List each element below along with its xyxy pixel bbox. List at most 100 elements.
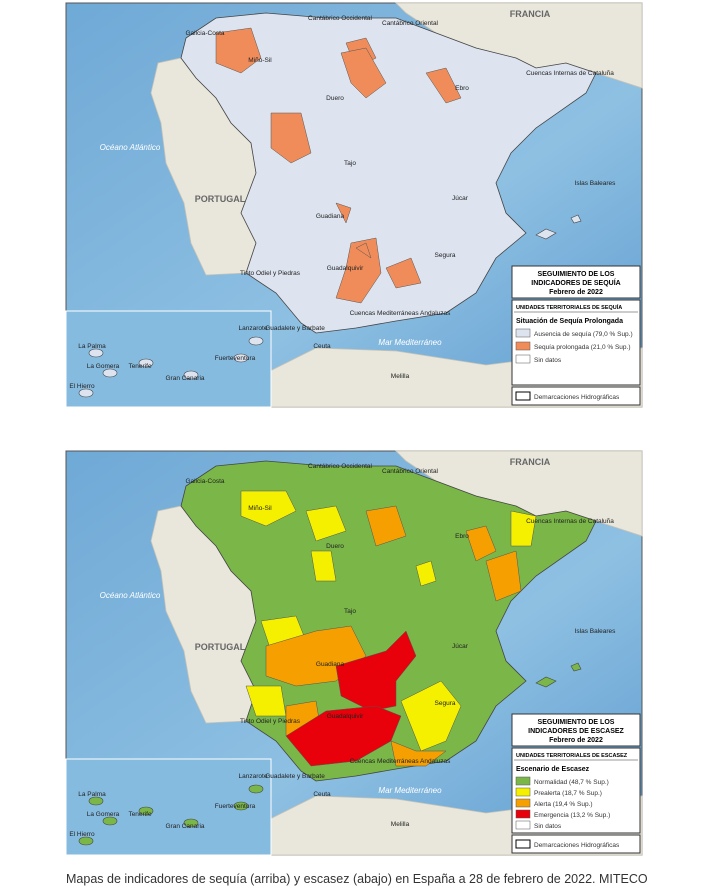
region: [215, 27, 262, 74]
place-label: Melilla: [391, 821, 410, 828]
region: [385, 257, 422, 289]
place-label: Miño-Sil: [248, 57, 272, 64]
legend-label: Ausencia de sequía (79,0 % Sup.): [534, 331, 633, 338]
legend-swatch: [515, 776, 531, 786]
place-label: Tajo: [344, 608, 356, 615]
island: [535, 676, 557, 688]
place-label: Segura: [435, 252, 456, 259]
island: [233, 353, 249, 363]
legend-heading: Situación de Sequía Prolongada: [516, 318, 623, 325]
place-label: El Hierro: [69, 831, 95, 838]
region: [400, 680, 462, 752]
legend-label: Sequía prolongada (21,0 % Sup.): [534, 344, 630, 351]
place-label: La Gomera: [87, 811, 120, 818]
island: [535, 228, 557, 240]
legend-heading: Escenario de Escasez: [516, 766, 590, 773]
place-label: Cuencas Internas de Cataluña: [526, 518, 614, 525]
place-label: Guadalete y Barbate: [265, 773, 325, 780]
legend-title: INDICADORES DE ESCASEZ: [528, 728, 624, 735]
legend-footer: Demarcaciones Hidrográficas: [534, 842, 620, 849]
place-label: Fuerteventura: [215, 803, 256, 810]
place-label: Tenerife: [128, 811, 152, 818]
legend-label: Alerta (19,4 % Sup.): [534, 801, 593, 808]
legend-swatch: [515, 341, 531, 351]
legend-subtitle: UNIDADES TERRITORIALES DE ESCASEZ: [516, 753, 628, 759]
legend-label: Prealerta (18,7 % Sup.): [534, 790, 602, 797]
place-label: PORTUGAL: [195, 194, 246, 204]
map: FRANCIA Cantábrico Occidental Cantábrico O…: [65, 450, 643, 856]
region: [310, 550, 337, 582]
place-label: Duero: [326, 543, 344, 550]
place-label: Guadiana: [316, 661, 345, 668]
island: [138, 358, 154, 368]
region: [510, 510, 537, 547]
place-label: Miño-Sil: [248, 505, 272, 512]
legend-title: SEGUIMIENTO DE LOS: [538, 719, 615, 726]
legend-swatch: [515, 820, 531, 830]
legend-box: [511, 747, 641, 834]
island: [102, 816, 118, 826]
island: [570, 214, 582, 224]
place-label: FRANCIA: [510, 9, 551, 19]
place-label: Fuerteventura: [215, 355, 256, 362]
region: [285, 705, 402, 767]
region: [240, 490, 297, 527]
legend-swatch: [515, 809, 531, 819]
legend-footer: Demarcaciones Hidrográficas: [534, 394, 620, 401]
legend-footer-box: [511, 386, 641, 406]
place-label: Mar Mediterráneo: [378, 338, 442, 347]
island: [78, 388, 94, 398]
region: [415, 560, 437, 587]
place-label: Duero: [326, 95, 344, 102]
region: [485, 550, 522, 602]
legend-swatch: [515, 354, 531, 364]
place-label: Guadalquivir: [327, 713, 364, 720]
legend-title: Febrero de 2022: [549, 737, 603, 744]
island: [102, 368, 118, 378]
place-label: Guadalquivir: [327, 265, 364, 272]
region: [365, 505, 407, 547]
region: [390, 740, 447, 767]
island: [248, 784, 264, 794]
place-label: PORTUGAL: [195, 642, 246, 652]
legend-label: Sin datos: [534, 357, 562, 364]
island: [570, 662, 582, 672]
legend-title: SEGUIMIENTO DE LOS: [538, 271, 615, 278]
place-label: Ceuta: [313, 343, 331, 350]
legend-label: Sin datos: [534, 823, 562, 830]
caption: Mapas de indicadores de sequía (arriba) …: [66, 872, 648, 886]
place-label: Cuencas Mediterráneas Andaluzas: [350, 758, 452, 765]
region: [335, 630, 417, 712]
legend-swatch: [515, 328, 531, 338]
legend-title-box: [511, 265, 641, 299]
place-label: Lanzarote: [239, 325, 268, 332]
place-label: Melilla: [391, 373, 410, 380]
place-label: Tenerife: [128, 363, 152, 370]
place-label: Tinto Odiel y Piedras: [240, 270, 301, 277]
region: [355, 242, 372, 259]
place-label: Cantábrico Oriental: [382, 468, 439, 475]
place-label: Júcar: [452, 643, 469, 650]
place-label: El Hierro: [69, 383, 95, 390]
legend-swatch: [515, 787, 531, 797]
legend-swatch: [515, 798, 531, 808]
region: [335, 202, 352, 224]
legend-label: Emergencia (13,2 % Sup.): [534, 812, 610, 819]
map: FRANCIA Cantábrico Occidental Cantábrico O…: [65, 2, 643, 408]
place-label: Islas Baleares: [575, 180, 617, 187]
region: [340, 47, 387, 99]
place-label: Ebro: [455, 533, 469, 540]
place-label: Cantábrico Oriental: [382, 20, 439, 27]
island: [138, 806, 154, 816]
place-label: Mar Mediterráneo: [378, 786, 442, 795]
legend-swatch: [515, 839, 531, 849]
spain: [180, 12, 597, 334]
legend-box: [511, 299, 641, 386]
place-label: Lanzarote: [239, 773, 268, 780]
legend-title: INDICADORES DE SEQUÍA: [531, 278, 620, 287]
place-label: Ceuta: [313, 791, 331, 798]
legend-swatch: [515, 391, 531, 401]
legend-footer-box: [511, 834, 641, 854]
